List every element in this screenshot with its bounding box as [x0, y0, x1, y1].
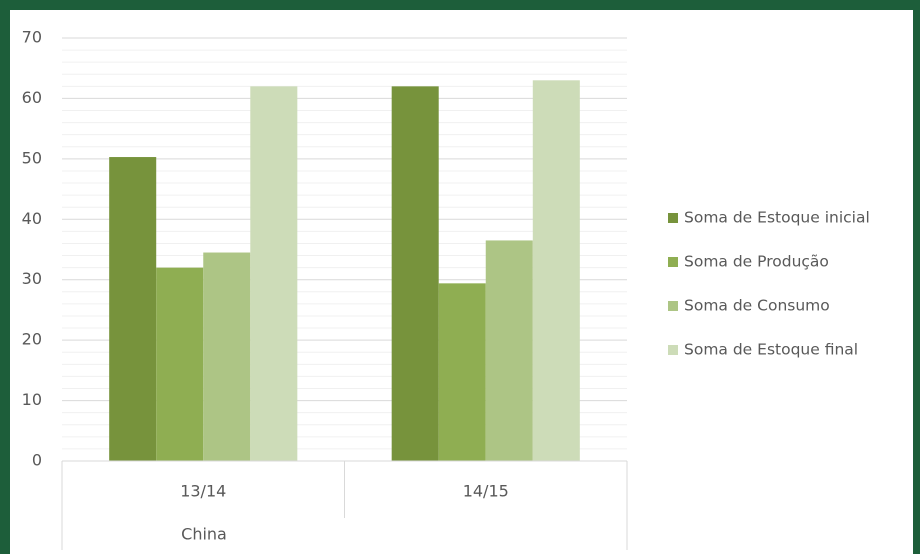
bar: [532, 80, 580, 462]
bar: [203, 252, 251, 461]
y-tick-label: 0: [32, 451, 42, 470]
legend-label: Soma de Produção: [684, 253, 829, 271]
x-tick-label: 14/15: [463, 482, 509, 501]
y-tick-label: 30: [22, 269, 42, 288]
group-label: China: [181, 525, 227, 544]
legend-label: Soma de Consumo: [684, 297, 830, 315]
legend-swatch: [668, 213, 678, 223]
legend-label: Soma de Estoque final: [684, 341, 858, 359]
y-tick-label: 20: [22, 330, 42, 349]
bar: [391, 86, 439, 461]
y-tick-label: 10: [22, 390, 42, 409]
bar: [485, 240, 533, 461]
bar: [156, 267, 204, 461]
y-tick-label: 60: [22, 88, 42, 107]
x-tick-label: 13/14: [180, 482, 226, 501]
legend-swatch: [668, 345, 678, 355]
legend-swatch: [668, 257, 678, 267]
y-tick-label: 50: [22, 148, 42, 167]
legend-label: Soma de Estoque inicial: [684, 209, 870, 227]
y-tick-label: 70: [22, 28, 42, 47]
bar: [438, 283, 486, 461]
bar: [250, 86, 298, 461]
bar: [109, 157, 157, 461]
legend-swatch: [668, 301, 678, 311]
y-tick-label: 40: [22, 209, 42, 228]
